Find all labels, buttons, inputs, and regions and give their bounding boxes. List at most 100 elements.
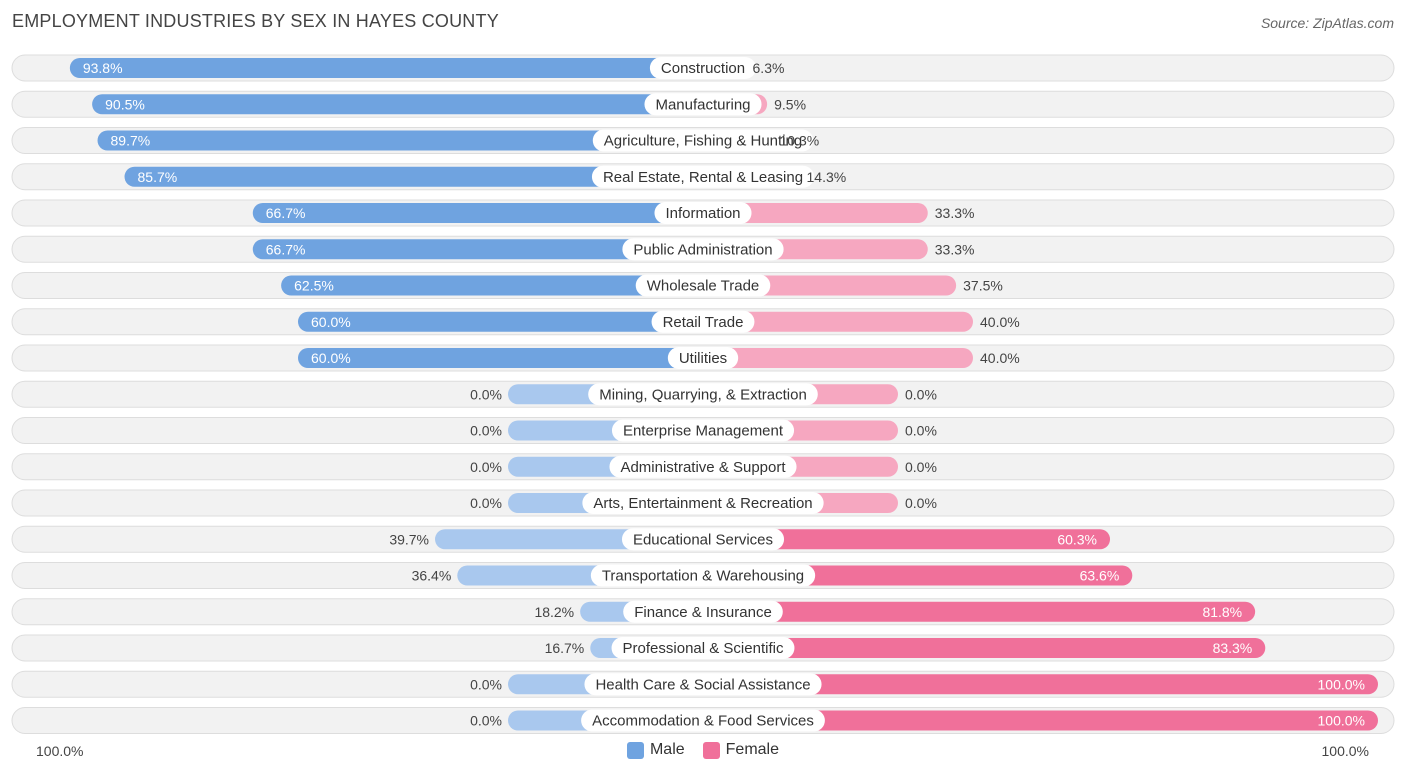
value-label-male: 0.0% [470,423,502,439]
chart-row: Educational Services 39.7% 60.3% [11,525,1395,553]
chart-row: Enterprise Management 0.0% 0.0% [11,417,1395,444]
chart-row: Utilities 60.0% 40.0% [11,344,1395,372]
value-label-male: 0.0% [470,713,502,729]
chart-row: Arts, Entertainment & Recreation 0.0% 0.0% [11,489,1395,517]
value-label-female: 63.6% [1080,568,1120,584]
chart-row: Real Estate, Rental & Leasing 85.7% 14.3% [11,163,1395,191]
bar-male [69,58,714,78]
legend-swatch-female [702,741,720,759]
chart-title: EMPLOYMENT INDUSTRIES BY SEX IN HAYES CO… [12,11,499,31]
value-label-male: 0.0% [470,386,502,402]
bar-female [693,348,973,368]
category-label: Health Care & Social Assistance [595,676,810,693]
value-label-female: 83.3% [1213,640,1253,656]
category-label: Professional & Scientific [623,640,784,657]
bar-male [281,275,713,296]
bar-female [693,710,1378,731]
category-pill [651,310,755,333]
value-label-female: 60.3% [1057,531,1097,547]
category-pill [622,238,784,261]
category-pill [581,709,825,732]
axis-right-label: 100.0% [1321,743,1369,759]
bar-female [693,638,1266,658]
legend-label-female: Female [725,741,780,758]
category-label: Information [665,205,740,222]
chart-row: Finance & Insurance 18.2% 81.8% [11,598,1395,626]
category-pill [588,383,818,406]
value-label-female: 40.0% [980,350,1020,366]
bar-female [693,674,1378,695]
value-label-female: 100.0% [1318,676,1365,692]
value-label-male: 16.7% [545,640,585,656]
bar-male [92,94,713,115]
value-label-female: 9.5% [774,96,806,112]
category-label: Agriculture, Fishing & Hunting [604,133,802,150]
value-label-male: 93.8% [83,60,123,76]
value-label-male: 66.7% [266,241,306,257]
value-label-male: 0.0% [470,676,502,692]
bar-male [97,130,713,151]
value-label-female: 33.3% [935,205,975,221]
value-label-male: 0.0% [470,495,502,511]
value-label-male: 18.2% [534,604,574,620]
chart-row: Public Administration 66.7% 33.3% [11,235,1395,263]
category-pill [592,129,814,152]
value-label-male: 66.7% [266,205,306,221]
value-label-male: 62.5% [294,278,334,294]
category-label: Public Administration [633,241,772,258]
category-pill [667,347,739,369]
chart-row: Manufacturing 90.5% 9.5% [11,90,1395,118]
category-pill [582,492,824,514]
category-label: Transportation & Warehousing [602,568,804,585]
legend-swatch-male [626,741,644,759]
category-pill [590,564,816,587]
bar-male [252,239,713,260]
value-label-female: 0.0% [905,423,937,439]
bar-male [124,166,713,187]
category-pill [635,274,771,297]
value-label-female: 0.0% [905,386,937,402]
source-label: Source: ZipAtlas.com [1260,15,1394,31]
axis-left-label: 100.0% [36,743,84,759]
bar-female [693,529,1111,550]
category-label: Arts, Entertainment & Recreation [593,495,812,512]
bar-female [693,203,928,223]
chart-row: Accommodation & Food Services 0.0% 100.0% [11,707,1395,734]
value-label-female: 81.8% [1202,604,1242,620]
category-pill [584,673,822,696]
value-label-male: 60.0% [311,350,351,366]
chart-row: Professional & Scientific 16.7% 83.3% [11,634,1395,662]
value-label-female: 40.0% [980,314,1020,330]
chart-row: Mining, Quarrying, & Extraction 0.0% 0.0% [11,380,1395,408]
value-label-female: 6.3% [753,60,785,76]
value-label-female: 0.0% [905,495,937,511]
category-label: Utilities [679,350,727,367]
value-label-male: 0.0% [470,459,502,475]
category-pill [623,600,783,623]
chart-row: Transportation & Warehousing 36.4% 63.6% [11,562,1395,589]
bar-male [298,348,713,368]
value-label-male: 90.5% [105,96,145,112]
chart-row: Agriculture, Fishing & Hunting 89.7% 10.3% [11,127,1395,154]
chart-row: Administrative & Support 0.0% 0.0% [11,453,1395,481]
bar-female [693,311,973,332]
legend-item-male[interactable]: Male [626,741,685,759]
value-label-female: 100.0% [1318,713,1365,729]
bar-male [252,203,713,223]
value-label-female: 10.3% [780,133,820,149]
category-pill [611,637,795,659]
category-label: Retail Trade [663,314,744,331]
chart-row: Information 66.7% 33.3% [11,199,1395,227]
category-label: Enterprise Management [623,423,784,440]
legend-item-female[interactable]: Female [702,741,780,759]
category-label: Administrative & Support [620,459,786,476]
value-label-male: 89.7% [111,133,151,149]
category-label: Finance & Insurance [634,604,772,621]
value-label-male: 85.7% [138,169,178,185]
category-pill [621,528,785,551]
value-label-female: 33.3% [935,241,975,257]
category-pill [609,455,797,478]
category-pill [611,419,795,442]
legend: Male Female [0,741,1406,759]
category-label: Educational Services [633,531,773,548]
